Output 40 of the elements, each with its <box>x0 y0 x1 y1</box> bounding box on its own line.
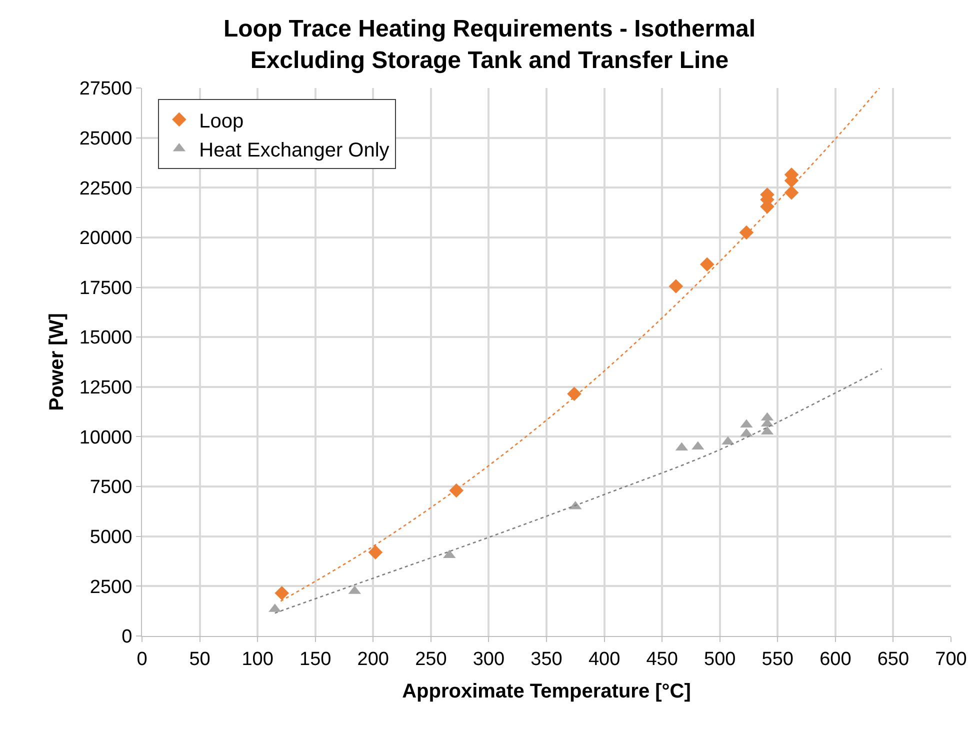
x-tick-label: 250 <box>415 648 447 670</box>
point <box>567 386 582 402</box>
x-tick-label: 150 <box>300 648 332 670</box>
x-tick-label: 200 <box>357 648 389 670</box>
y-tick-label: 2500 <box>90 576 132 598</box>
x-tick-label: 650 <box>877 648 910 670</box>
y-tick-label: 27500 <box>79 78 132 100</box>
x-tick-label: 450 <box>646 648 678 670</box>
legend-label: Heat Exchanger Only <box>199 139 390 162</box>
y-tick-label: 22500 <box>79 178 132 200</box>
point <box>700 257 714 272</box>
point <box>668 279 684 294</box>
point <box>368 545 383 560</box>
x-tick-label: 400 <box>588 648 620 670</box>
y-tick-label: 7500 <box>90 477 132 498</box>
y-axis-title: Power [W] <box>46 313 68 411</box>
chart-title: Loop Trace Heating Requirements - Isothermal Excluding Storage Tank and Transfer Line <box>223 16 756 74</box>
y-tick-label: 20000 <box>79 228 132 250</box>
x-tick-label: 500 <box>704 648 736 670</box>
y-tick-label: 15000 <box>79 328 132 349</box>
x-tick-label: 0 <box>136 648 148 670</box>
line-series <box>274 368 882 614</box>
y-tick-label: 17500 <box>79 278 132 299</box>
x-tick-label: 600 <box>820 648 852 670</box>
x-tick-label: 50 <box>189 648 210 670</box>
x-tick-label: 700 <box>935 648 967 670</box>
x-axis-title: Approximate Temperature [°C] <box>402 680 691 702</box>
x-tick-label: 100 <box>242 648 274 670</box>
point <box>449 483 464 498</box>
y-tick-label: 25000 <box>79 128 132 150</box>
legend-label: Loop <box>199 110 244 132</box>
point <box>739 225 754 240</box>
y-tick-label: 0 <box>122 626 132 648</box>
x-tick-label: 350 <box>530 648 562 670</box>
y-tick-label: 5000 <box>90 527 132 548</box>
point <box>784 185 799 200</box>
x-tick-label: 300 <box>472 648 505 670</box>
x-tick-label: 550 <box>762 648 794 670</box>
y-tick-label: 10000 <box>79 427 132 448</box>
y-tick-label: 12500 <box>79 378 132 399</box>
